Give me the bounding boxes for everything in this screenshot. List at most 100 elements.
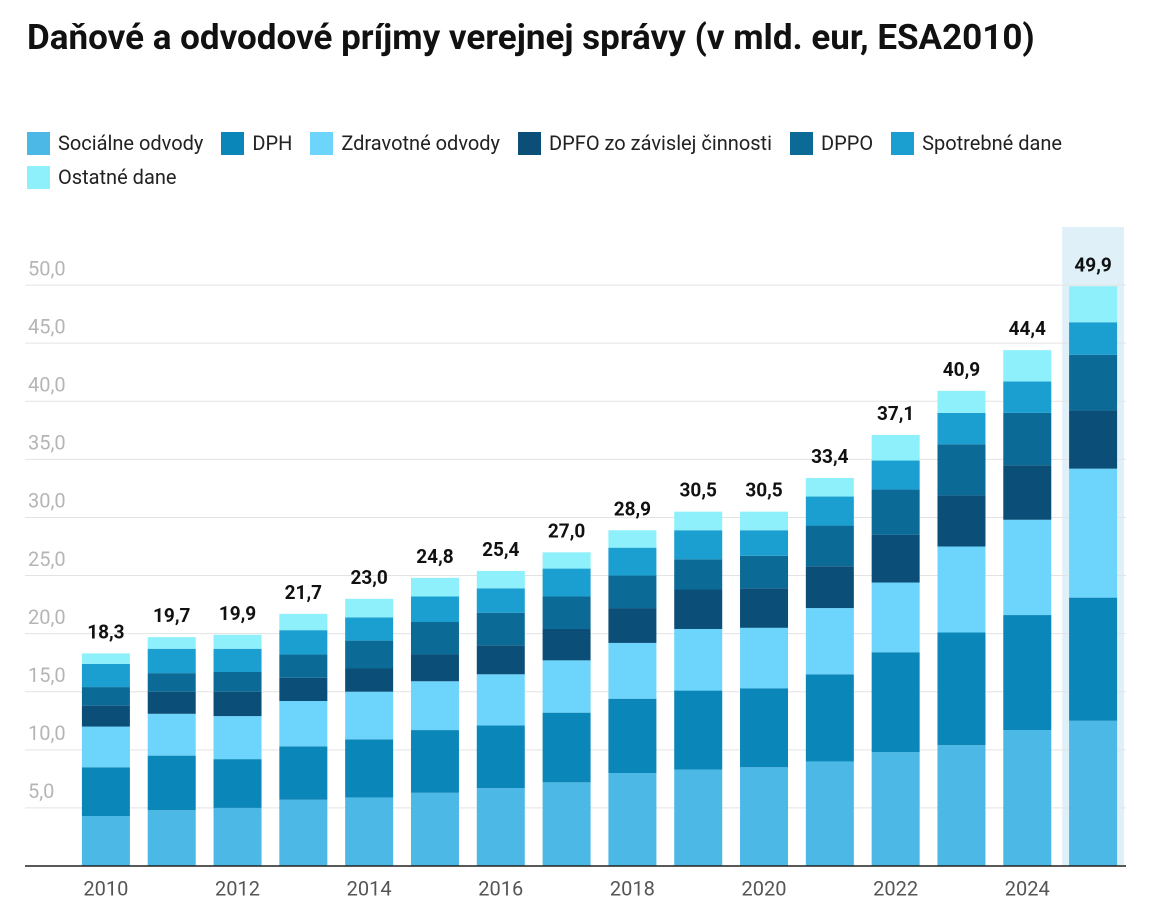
total-label: 19,9 — [219, 602, 256, 625]
bar-segment — [410, 681, 459, 731]
y-tick-label: 15,0 — [28, 663, 66, 687]
legend-item: Spotrebné dane — [891, 130, 1062, 156]
bar-segment — [81, 687, 130, 706]
legend-label: Zdravotné odvody — [341, 131, 501, 155]
bar-segment — [674, 559, 723, 590]
bar-segment — [213, 671, 262, 692]
total-label: 18,3 — [87, 620, 124, 643]
bar-segment — [476, 674, 525, 726]
bar-segment — [937, 495, 986, 547]
bar-segment — [476, 645, 525, 675]
bar-segment — [608, 698, 657, 774]
total-label: 24,8 — [416, 545, 453, 568]
bar-segment — [213, 691, 262, 717]
bar-segment — [279, 630, 328, 655]
bar-segment — [279, 654, 328, 678]
total-label: 21,7 — [285, 581, 322, 604]
x-tick-label: 2012 — [215, 876, 260, 900]
bar-segment — [871, 460, 920, 490]
bar-segment — [608, 773, 657, 866]
bar-segment — [674, 530, 723, 560]
bar-segment — [1003, 350, 1052, 382]
bar-segment — [542, 568, 591, 597]
x-tick-label: 2018 — [610, 876, 655, 900]
bar-segment — [81, 653, 130, 664]
bar-segment — [871, 434, 920, 461]
bar-segment — [345, 598, 394, 618]
bar-segment — [213, 759, 262, 808]
bar-segment — [147, 673, 196, 692]
x-tick-label: 2024 — [1005, 876, 1050, 900]
bar-segment — [542, 660, 591, 713]
bar-segment — [476, 570, 525, 589]
bar-segment — [410, 596, 459, 623]
bar-segment — [1003, 381, 1052, 413]
total-label: 49,9 — [1074, 253, 1111, 276]
total-label: 25,4 — [482, 538, 519, 561]
bar-segment — [410, 730, 459, 793]
legend-swatch — [891, 131, 915, 155]
bar-segment — [279, 677, 328, 702]
bar-segment — [805, 761, 854, 866]
legend-swatch — [789, 131, 813, 155]
bar-segment — [1003, 519, 1052, 616]
bar-segment — [213, 807, 262, 866]
bar-segment — [608, 642, 657, 699]
y-tick-label: 40,0 — [28, 373, 66, 397]
bar-segment — [674, 589, 723, 629]
bar-segment — [345, 668, 394, 692]
bar-segment — [1069, 322, 1118, 355]
bar-segment — [147, 691, 196, 714]
y-tick-label: 10,0 — [28, 721, 66, 745]
bar-segment — [410, 622, 459, 655]
bar-segment — [213, 634, 262, 649]
total-label: 30,5 — [680, 479, 717, 502]
bar-segment — [740, 511, 789, 531]
legend-item: Zdravotné odvody — [310, 130, 500, 156]
bar-segment — [476, 788, 525, 866]
legend-label: Sociálne odvody — [58, 131, 204, 155]
legend-item: DPPO — [789, 130, 873, 156]
bar-segment — [937, 546, 986, 633]
bar-segment — [674, 511, 723, 531]
legend-label: DPFO zo závislej činnosti — [549, 131, 772, 155]
bar-segment — [345, 797, 394, 866]
bar-segment — [871, 652, 920, 753]
bar-segment — [279, 746, 328, 800]
bar-segment — [410, 792, 459, 866]
bar-segment — [608, 608, 657, 643]
bar-segment — [279, 701, 328, 747]
total-label: 28,9 — [614, 497, 651, 520]
y-tick-label: 5,0 — [28, 779, 54, 803]
bar-segment — [805, 477, 854, 497]
bar-segment — [147, 637, 196, 649]
x-tick-label: 2020 — [742, 876, 787, 900]
bar-segment — [345, 691, 394, 740]
bar-segment — [805, 496, 854, 526]
bar-segment — [740, 627, 789, 689]
bar-segment — [81, 726, 130, 768]
bar-segment — [1069, 720, 1118, 866]
total-label: 27,0 — [548, 519, 585, 542]
bar-segment — [1003, 730, 1052, 866]
bar-segment — [608, 547, 657, 576]
bar-segment — [476, 588, 525, 613]
bar-segment — [542, 552, 591, 569]
bar-segment — [147, 648, 196, 674]
legend-swatch — [27, 165, 50, 189]
bar-segment — [147, 713, 196, 756]
bar-segment — [410, 654, 459, 682]
legend-swatch — [310, 131, 334, 155]
total-label: 44,4 — [1009, 317, 1046, 340]
bar-segment — [476, 725, 525, 789]
bar-segment — [542, 712, 591, 783]
bar-segment — [937, 632, 986, 746]
legend-swatch — [27, 131, 50, 155]
bar-segment — [81, 767, 130, 817]
bar-segment — [81, 705, 130, 727]
bar-segment — [410, 577, 459, 597]
bar-segment — [805, 608, 854, 675]
bar-segment — [542, 782, 591, 866]
total-label: 19,7 — [153, 604, 190, 627]
